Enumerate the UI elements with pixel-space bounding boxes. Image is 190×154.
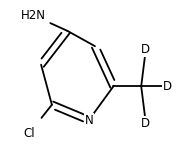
Text: H2N: H2N xyxy=(21,9,46,22)
Text: D: D xyxy=(141,117,150,130)
Text: D: D xyxy=(163,80,172,93)
Text: Cl: Cl xyxy=(23,128,35,140)
Text: N: N xyxy=(85,114,93,127)
Text: D: D xyxy=(141,43,150,56)
